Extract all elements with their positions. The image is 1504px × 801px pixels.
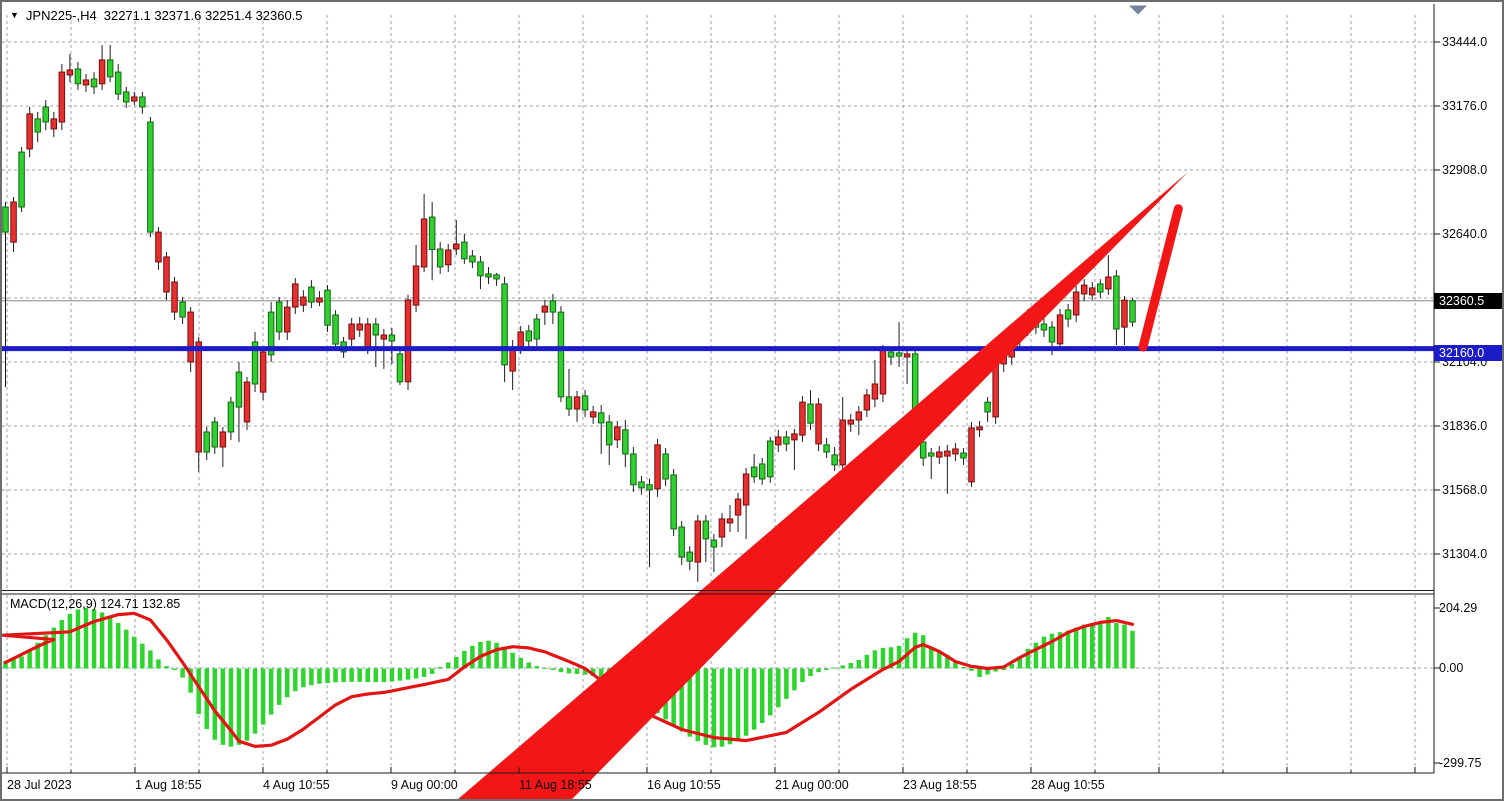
price-axis-label: 32908.0 [1442, 163, 1488, 177]
chart-shift-marker-icon[interactable] [1129, 5, 1147, 15]
support-line-price-badge: 32160.0 [1434, 345, 1502, 361]
time-axis-label: 28 Jul 2023 [7, 778, 72, 792]
time-axis-label: 4 Aug 10:55 [263, 778, 330, 792]
chart-title: ▼ JPN225-,H4 32271.1 32371.6 32251.4 323… [10, 8, 303, 23]
time-axis-label: 16 Aug 10:55 [647, 778, 721, 792]
ohlc-readout: 32271.1 32371.6 32251.4 32360.5 [103, 8, 303, 23]
macd-axis-label: 204.29 [1439, 601, 1478, 615]
macd-signal-line [2, 611, 1135, 749]
time-axis-label: 21 Aug 00:00 [775, 778, 849, 792]
time-axis-label: 23 Aug 18:55 [903, 778, 977, 792]
current-price-badge: 32360.5 [1434, 293, 1502, 309]
price-axis-label: 33176.0 [1442, 99, 1488, 113]
symbol-period-label: JPN225-,H4 [25, 8, 97, 23]
price-axis-label: 31568.0 [1442, 483, 1488, 497]
macd-axis-label: 0.00 [1439, 661, 1464, 675]
price-axis-label: 31836.0 [1442, 419, 1488, 433]
candles-layer [2, 45, 1136, 582]
time-axis-label: 1 Aug 18:55 [135, 778, 202, 792]
price-axis-label: 32640.0 [1442, 227, 1488, 241]
macd-indicator-label: MACD(12,26,9) 124.71 132.85 [10, 597, 181, 611]
time-axis-label: 11 Aug 18:55 [519, 778, 592, 792]
macd-axis-label: -299.75 [1439, 756, 1482, 770]
trend-arrow[interactable] [2, 172, 1188, 801]
price-axis-label: 33444.0 [1442, 35, 1488, 49]
time-axis-label: 28 Aug 10:55 [1031, 778, 1105, 792]
time-axis-label: 9 Aug 00:00 [391, 778, 458, 792]
price-axis-label: 31304.0 [1442, 547, 1488, 561]
symbol-dropdown-icon: ▼ [10, 9, 19, 20]
